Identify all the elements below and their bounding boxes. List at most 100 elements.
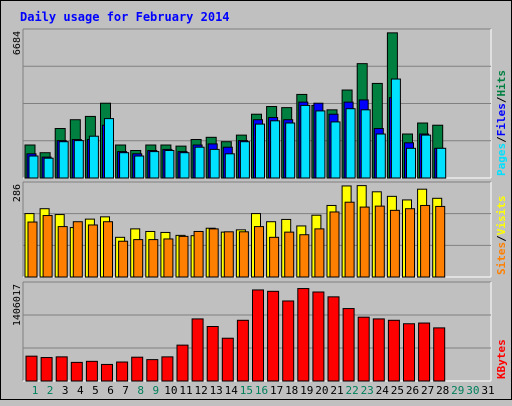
bar-sites-17: [269, 236, 280, 278]
x-tick-label: 19: [300, 384, 313, 397]
legend-label: KBytes: [495, 339, 508, 379]
chart-title: Daily usage for February 2014: [20, 10, 230, 24]
bar-kbytes-24: [372, 318, 385, 382]
y-max-label: 286: [12, 184, 23, 202]
x-tick-label: 6: [107, 384, 114, 397]
bar-sites-10: [163, 238, 174, 278]
x-tick-label: 30: [466, 384, 479, 397]
bar-sites-13: [208, 228, 219, 278]
x-tick-label: 9: [152, 384, 159, 397]
legend-sites: Sites: [495, 242, 508, 275]
bar-pages-7: [119, 152, 130, 179]
x-tick-label: 23: [361, 384, 374, 397]
x-tick-label: 14: [225, 384, 239, 397]
bar-kbytes-27: [418, 322, 431, 382]
y-max-label: 6684: [12, 31, 23, 55]
bar-pages-8: [134, 155, 145, 179]
bar-kbytes-3: [55, 356, 68, 382]
bar-sites-26: [405, 208, 415, 278]
x-tick-label: 12: [194, 384, 207, 397]
bar-kbytes-12: [191, 318, 204, 382]
bar-kbytes-28: [433, 327, 446, 382]
bar-sites-4: [72, 221, 83, 278]
bar-pages-22: [345, 108, 356, 179]
bar-pages-5: [88, 135, 99, 179]
legend-label: Sites/Visits: [495, 196, 508, 276]
x-tick-label: 10: [164, 384, 177, 397]
bar-kbytes-20: [312, 291, 325, 382]
legend-files: Files: [495, 103, 508, 136]
bar-pages-13: [209, 148, 220, 179]
bar-kbytes-26: [403, 323, 415, 382]
panel-pages-files-hits: 6684 Pages/Files/Hits: [12, 28, 508, 179]
bar-kbytes-16: [252, 289, 264, 382]
x-tick-label: 3: [62, 384, 69, 397]
legend-visits: Visits: [495, 196, 508, 236]
legend-separator: /: [495, 136, 508, 143]
bar-pages-26: [406, 147, 416, 179]
bar-sites-2: [42, 215, 53, 278]
y-max-label: 1406017: [12, 284, 23, 326]
x-tick-label: 27: [421, 384, 434, 397]
bar-sites-24: [374, 205, 385, 278]
bar-pages-18: [285, 122, 296, 179]
bar-kbytes-18: [282, 300, 295, 382]
bar-kbytes-25: [387, 319, 400, 382]
bar-kbytes-14: [221, 337, 234, 382]
bar-kbytes-17: [267, 290, 280, 382]
legend-kbytes: KBytes: [495, 339, 508, 379]
bar-sites-23: [359, 206, 370, 278]
x-tick-label: 31: [481, 384, 494, 397]
panel-kbytes: 1406017 KBytes: [12, 281, 508, 382]
bar-sites-8: [133, 239, 144, 278]
bar-sites-25: [389, 209, 400, 278]
bar-sites-21: [329, 211, 340, 278]
x-tick-label: 17: [270, 384, 283, 397]
bar-sites-19: [299, 234, 310, 278]
bar-kbytes-19: [297, 288, 310, 382]
bar-kbytes-11: [176, 344, 189, 382]
bar-pages-10: [164, 150, 175, 179]
bar-pages-11: [179, 152, 190, 179]
x-tick-label: 16: [255, 384, 268, 397]
bar-pages-2: [43, 157, 54, 179]
x-tick-label: 8: [137, 384, 144, 397]
x-tick-label: 15: [240, 384, 253, 397]
bar-pages-3: [58, 141, 69, 179]
x-tick-label: 20: [315, 384, 328, 397]
bar-sites-9: [148, 239, 159, 278]
chart-panels: 6684Pages/Files/Hits286Sites/Visits14060…: [12, 28, 508, 382]
bar-kbytes-23: [357, 316, 370, 382]
bar-pages-25: [390, 78, 401, 179]
x-tick-label: 29: [451, 384, 464, 397]
bar-pages-19: [300, 104, 311, 179]
legend-separator: /: [495, 96, 508, 103]
x-tick-label: 13: [210, 384, 223, 397]
bar-kbytes-1: [25, 355, 38, 382]
bar-pages-16: [255, 123, 265, 179]
bar-pages-15: [239, 141, 250, 179]
bar-sites-27: [420, 204, 431, 278]
bar-pages-6: [104, 118, 114, 179]
panel-sites-visits: 286 Sites/Visits: [12, 181, 508, 278]
legend-pages: Pages: [495, 143, 508, 176]
bar-sites-12: [193, 230, 204, 278]
bar-sites-11: [178, 235, 189, 278]
x-tick-label: 24: [376, 384, 390, 397]
bar-kbytes-6: [101, 363, 113, 382]
legend-label: Pages/Files/Hits: [495, 70, 508, 176]
bar-sites-6: [103, 221, 113, 278]
bar-pages-23: [360, 109, 371, 179]
x-tick-label: 11: [179, 384, 192, 397]
bar-kbytes-2: [40, 357, 53, 382]
bar-sites-18: [284, 231, 295, 278]
bar-pages-14: [224, 153, 235, 179]
legend-separator: /: [495, 235, 508, 242]
bar-kbytes-5: [85, 360, 98, 382]
x-tick-label: 2: [47, 384, 54, 397]
x-tick-label: 18: [285, 384, 298, 397]
bar-kbytes-22: [342, 308, 355, 382]
bar-sites-22: [344, 201, 355, 278]
